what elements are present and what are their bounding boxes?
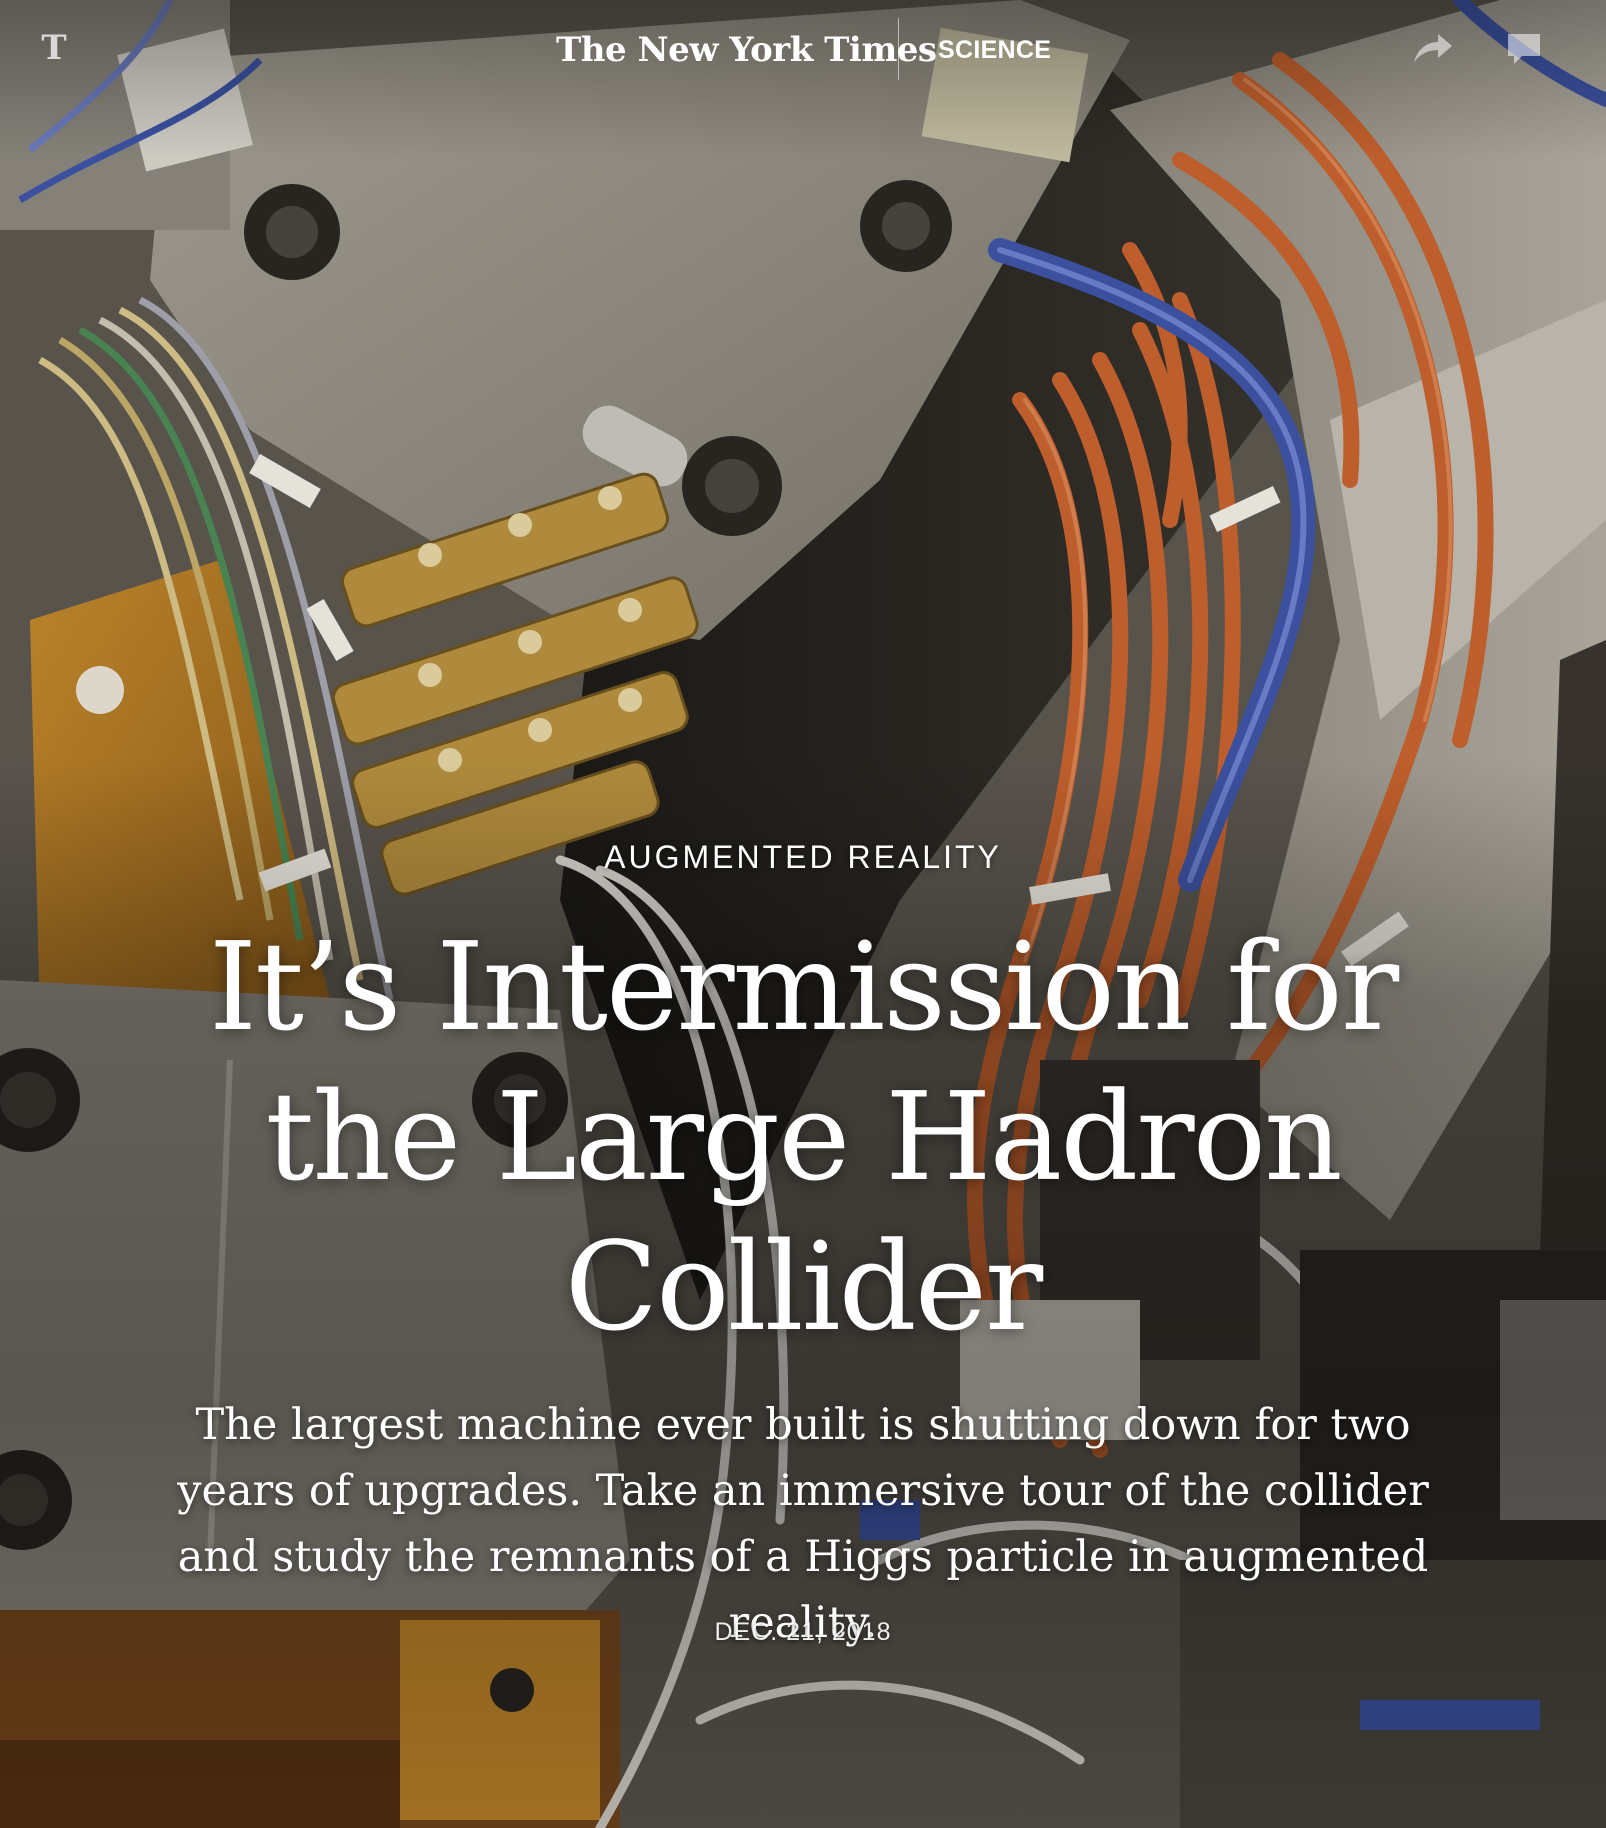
header-divider [898, 18, 899, 80]
article-kicker: AUGMENTED REALITY [604, 839, 1002, 875]
share-arrow-icon[interactable] [1410, 28, 1454, 68]
article-summary: The largest machine ever built is shutti… [177, 1400, 1429, 1648]
nyt-masthead-logo[interactable]: The New York Times [556, 30, 937, 70]
article-headline: It’s Intermission for the Large Hadron C… [208, 916, 1399, 1358]
nyt-t-logo-icon[interactable]: T [41, 28, 67, 68]
section-link-science[interactable]: SCIENCE [938, 36, 1052, 64]
site-header: T The New York Times SCIENCE [0, 0, 1606, 100]
article-date: DEC. 21, 2018 [714, 1618, 892, 1646]
comment-bubble-icon[interactable] [1506, 30, 1542, 66]
